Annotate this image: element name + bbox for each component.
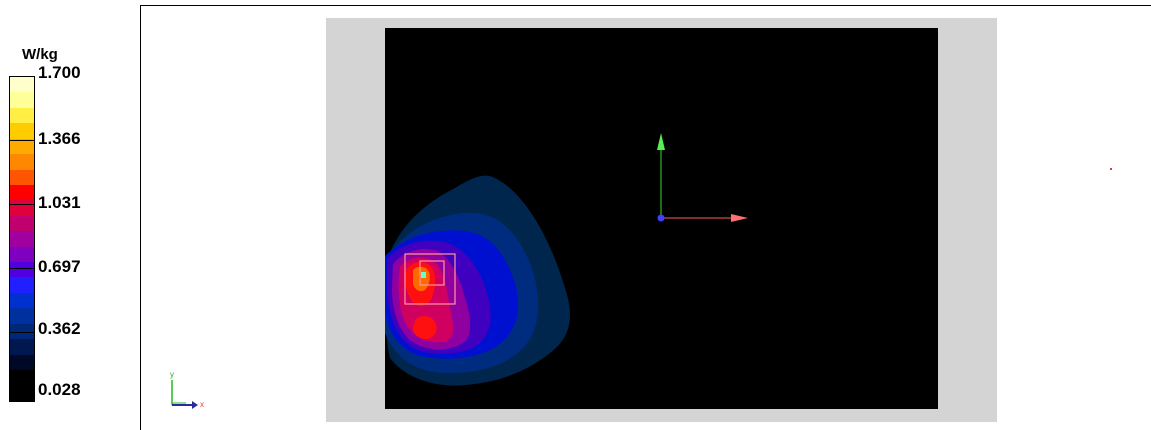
- legend-swatch: [10, 323, 34, 340]
- legend-swatch: [10, 77, 34, 93]
- peak-hotspot: [421, 272, 426, 278]
- legend-tick-label: 1.031: [38, 193, 81, 212]
- legend-tick-label: 1.700: [38, 63, 81, 82]
- legend-swatch: [10, 154, 34, 170]
- legend-tick-line: [9, 140, 35, 141]
- legend-tick-line: [9, 204, 35, 205]
- legend-swatch: [10, 92, 34, 108]
- sar-distribution-plot[interactable]: [385, 28, 938, 409]
- legend-swatch: [10, 262, 34, 278]
- legend-swatch: [10, 370, 34, 386]
- legend-swatch: [10, 215, 34, 232]
- legend-swatch: [10, 138, 34, 155]
- marker-dot: [1110, 168, 1112, 170]
- legend-tick-line: [9, 268, 35, 269]
- contour-level-7b: [413, 316, 437, 340]
- viewport-frame-top: [140, 5, 1151, 6]
- legend-swatch: [10, 292, 34, 309]
- legend-tick-label: 0.697: [38, 257, 81, 276]
- zoom-scan-inner-box: [419, 260, 445, 286]
- orientation-triad-icon: y x: [170, 370, 204, 409]
- legend-swatch: [10, 246, 34, 263]
- legend-tick-label: 0.028: [38, 380, 81, 399]
- legend-tick-label: 1.366: [38, 129, 81, 148]
- legend-tick-line: [9, 76, 35, 77]
- legend-swatch: [10, 308, 34, 324]
- legend-swatch: [10, 200, 34, 216]
- legend-tick-label: 0.362: [38, 319, 81, 338]
- sar-heatmap-graphic: [385, 133, 748, 386]
- legend-swatch: [10, 123, 34, 139]
- zoom-scan-outer-box: [404, 253, 456, 305]
- legend-swatch: [10, 385, 34, 401]
- legend-swatch: [10, 354, 34, 371]
- legend-tick-line: [9, 332, 35, 333]
- legend-swatch: [10, 277, 34, 293]
- axis-y-letter: y: [170, 370, 174, 379]
- color-legend: W/kg 1.700 1.366 1.031 0.697 0.362 0.028: [0, 0, 135, 430]
- legend-swatch: [10, 169, 34, 185]
- legend-swatch: [10, 231, 34, 247]
- legend-swatch: [10, 107, 34, 124]
- legend-unit-label: W/kg: [22, 46, 58, 63]
- legend-swatch: [10, 184, 34, 201]
- legend-color-bar: [9, 76, 35, 402]
- viewport-frame-left: [140, 5, 141, 430]
- legend-swatch: [10, 339, 34, 355]
- axis-origin-dot: [657, 214, 665, 222]
- axis-y-arrow: [657, 133, 665, 150]
- axis-x-letter: x: [200, 400, 204, 409]
- axis-x-arrow: [731, 214, 748, 222]
